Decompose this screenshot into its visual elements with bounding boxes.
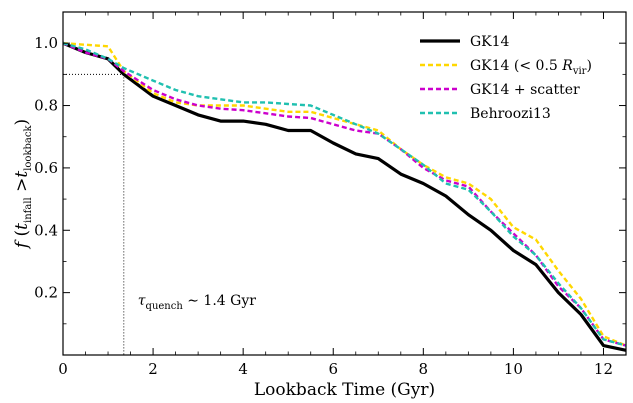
- legend-label-text: GK14: [470, 34, 510, 50]
- y-label-f: f: [12, 239, 32, 250]
- quench-annotation-label: τquench ∼ 1.4 Gyr: [138, 293, 256, 312]
- y-label-t2: t: [12, 171, 32, 178]
- y-label-t1-sub: infall: [23, 197, 34, 223]
- quench-rest: ∼ 1.4 Gyr: [183, 293, 256, 309]
- legend-label-sub: vir: [572, 66, 587, 77]
- y-label-open: (: [12, 230, 32, 242]
- y-label-close: ): [12, 119, 32, 126]
- quench-tau: τ: [138, 293, 146, 309]
- legend-label-text: R: [561, 58, 573, 74]
- y-label-t1: t: [12, 223, 32, 230]
- legend-label-text: GK14 (: [470, 58, 519, 74]
- y-tick-label: 0.6: [34, 159, 58, 177]
- y-label-gt: >: [12, 178, 32, 198]
- legend-label: Behroozi13: [470, 106, 551, 122]
- x-tick-label: 4: [238, 360, 248, 378]
- legend-label-text: Behroozi13: [470, 106, 551, 122]
- x-tick-label: 10: [504, 360, 523, 378]
- legend-label: GK14 + scatter: [470, 82, 580, 98]
- y-tick-label: 1.0: [34, 34, 58, 52]
- legend: GK14 GK14 (< 0.5 Rvir) GK14 + scatter Behro…: [420, 34, 592, 122]
- x-tick-label: 0: [58, 360, 68, 378]
- y-tick-label: 0.8: [34, 97, 58, 115]
- legend-label-text: < 0.5: [519, 58, 562, 74]
- x-tick-label: 6: [328, 360, 338, 378]
- annotation-layer: [63, 73, 125, 355]
- x-tick-label: 12: [594, 360, 613, 378]
- y-label-t2-sub: lookback: [23, 125, 34, 171]
- legend-label: GK14: [470, 34, 510, 50]
- y-axis-label: f (tinfall >tlookback): [12, 119, 34, 250]
- legend-label-text: GK14 + scatter: [470, 82, 580, 98]
- quench-tau-sub: quench: [146, 301, 184, 312]
- legend-label: GK14 (< 0.5 Rvir): [470, 58, 592, 77]
- x-axis-label: Lookback Time (Gyr): [254, 380, 435, 400]
- x-tick-label: 8: [419, 360, 429, 378]
- y-tick-label: 0.4: [34, 221, 58, 239]
- plot-frame: [62, 11, 627, 356]
- x-tick-label: 2: [148, 360, 158, 378]
- series-line: [62, 42, 627, 347]
- series-line: [62, 41, 627, 352]
- series-line: [62, 42, 627, 347]
- series-layer: [62, 41, 627, 352]
- tick-layer: 0 2 4 6 8 10 12 0.2 0.4 0.6 0.8 1.0: [34, 11, 626, 378]
- y-tick-label: 0.2: [34, 284, 58, 302]
- legend-label-text: ): [586, 58, 591, 74]
